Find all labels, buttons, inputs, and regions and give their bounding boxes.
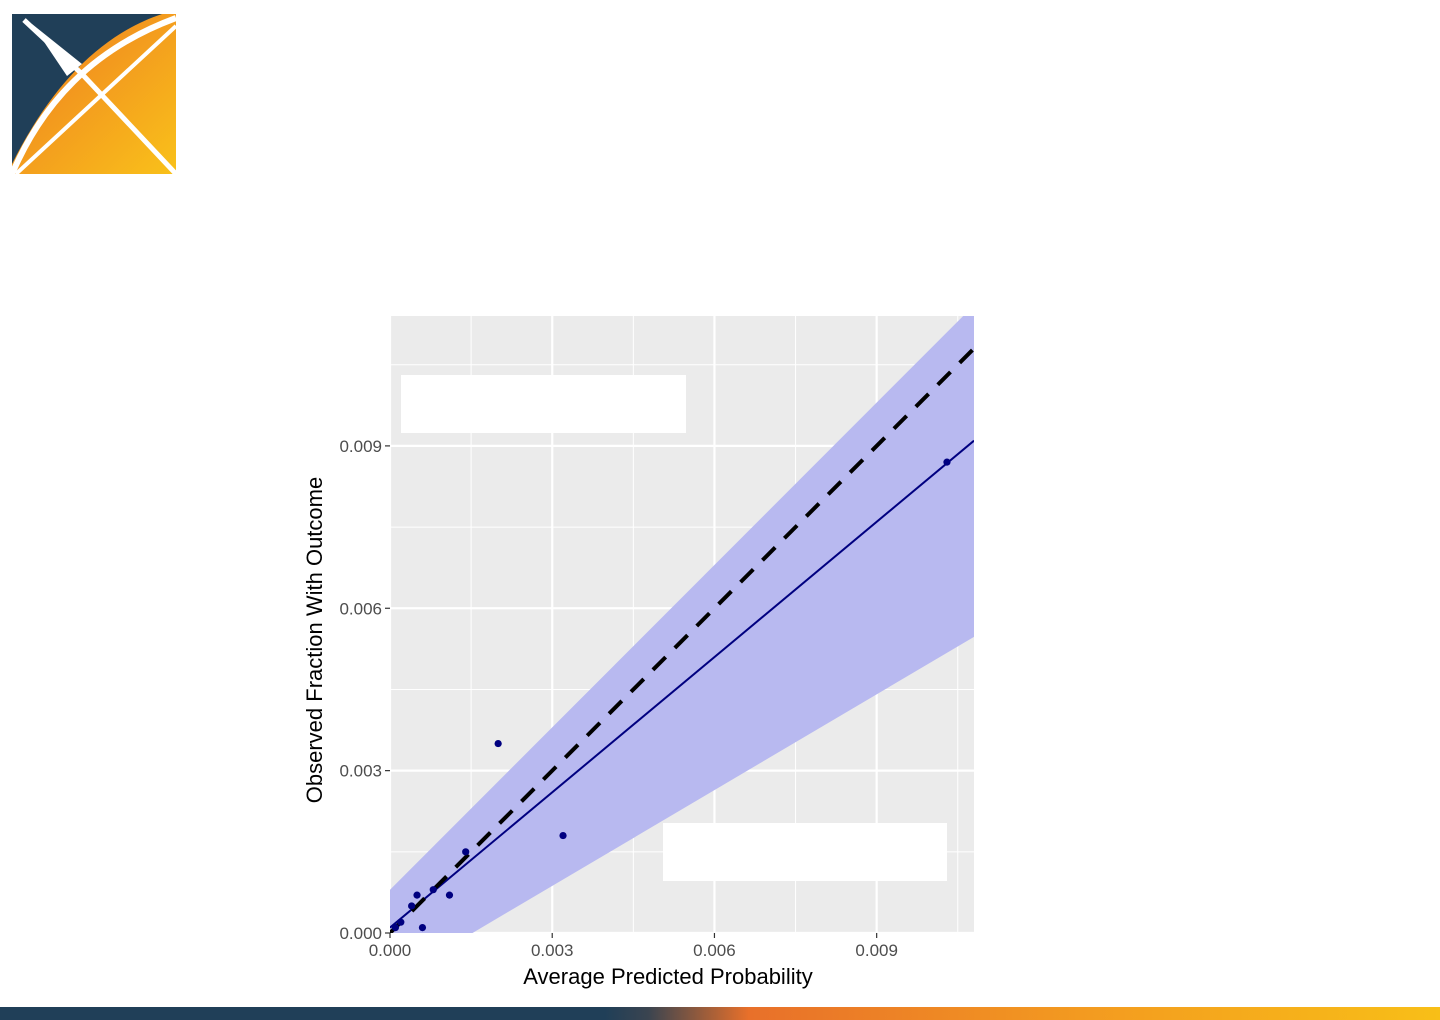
data-point xyxy=(408,902,416,910)
logo-navy-corner xyxy=(12,14,162,164)
legend-box-bottom xyxy=(663,823,947,881)
x-axis-title: Average Predicted Probability xyxy=(523,964,812,989)
logo-x-notch xyxy=(32,24,82,76)
data-point xyxy=(397,918,405,926)
y-axis-title: Observed Fraction With Outcome xyxy=(302,477,327,803)
data-point xyxy=(559,831,567,840)
y-tick-label: 0.003 xyxy=(339,762,382,781)
data-point xyxy=(413,891,421,899)
x-tick-label: 0.000 xyxy=(369,941,412,960)
data-point xyxy=(391,923,400,932)
y-axis-ticks: 0.000 0.003 0.006 0.009 xyxy=(339,437,390,943)
logo-x-stroke-b xyxy=(14,24,176,174)
y-tick-label: 0.000 xyxy=(339,924,382,943)
legend-box-top xyxy=(401,375,686,433)
perfect-calibration-line xyxy=(390,347,974,933)
x-tick-label: 0.006 xyxy=(693,941,736,960)
x-axis-ticks: 0.000 0.003 0.006 0.009 xyxy=(369,933,898,960)
ohdsi-logo xyxy=(12,14,176,174)
logo-swoosh xyxy=(12,15,176,174)
calibration-fit-line xyxy=(390,439,974,929)
data-point xyxy=(462,848,470,856)
x-tick-label: 0.009 xyxy=(855,941,898,960)
data-point xyxy=(429,886,437,894)
data-points xyxy=(391,458,951,932)
footer-gradient-bar xyxy=(0,1007,1440,1020)
data-point xyxy=(445,891,454,899)
x-tick-label: 0.003 xyxy=(531,941,574,960)
data-point xyxy=(494,739,502,748)
data-point xyxy=(418,923,427,932)
y-tick-label: 0.006 xyxy=(339,599,382,618)
y-tick-label: 0.009 xyxy=(339,437,382,456)
data-point xyxy=(943,458,951,466)
confidence-band xyxy=(390,316,974,933)
